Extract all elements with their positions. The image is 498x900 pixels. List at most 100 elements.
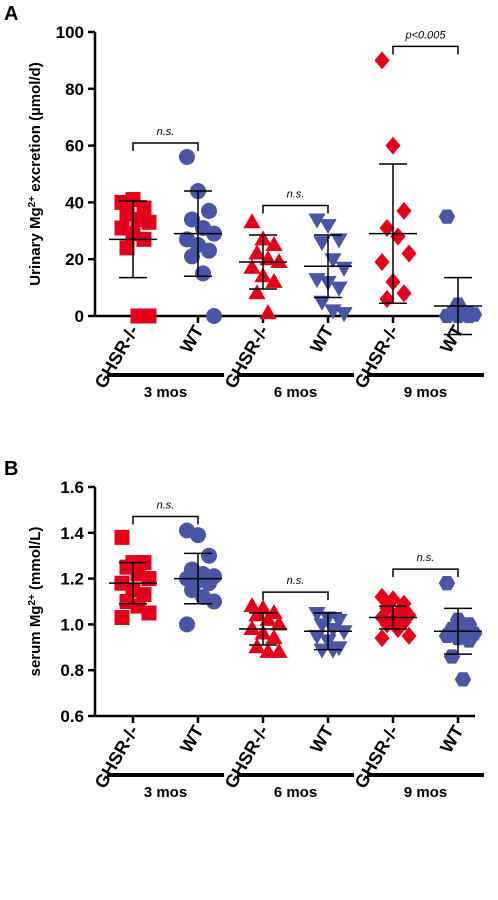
y-tick-label: 0.6 (60, 707, 84, 726)
y-tick-label: 40 (65, 193, 84, 212)
diamond-point (401, 626, 417, 645)
y-tick-label: 0.8 (60, 661, 84, 680)
circle-point (184, 248, 200, 265)
triangle-down-point (330, 233, 348, 249)
triangle-down-point (313, 618, 331, 634)
age-label: 6 mos (274, 784, 317, 801)
comparison-bracket (262, 204, 329, 214)
comparison-label: n.s. (417, 552, 435, 564)
square-point (136, 200, 152, 216)
circle-point (179, 148, 195, 165)
age-label: 6 mos (274, 384, 317, 401)
diamond-point (374, 253, 390, 272)
circle-point (206, 308, 222, 324)
circle-point (201, 242, 217, 259)
square-point (141, 308, 157, 324)
hexagon-point (438, 576, 456, 591)
triangle-point (265, 629, 283, 645)
comparison-label: p<0.005 (404, 29, 446, 41)
hexagon-point (460, 308, 478, 324)
triangle-down-point (313, 643, 331, 659)
comparison-label: n.s. (287, 188, 305, 200)
comparison-bracket (392, 568, 459, 578)
y-axis-label: serum Mg2+ (mmol/L) (27, 527, 45, 677)
x-tick-label: WT (176, 722, 207, 756)
circle-point (195, 265, 211, 282)
triangle-down-point (319, 219, 337, 235)
triangle-down-point (313, 236, 331, 252)
circle-point (190, 527, 206, 544)
triangle-point (243, 619, 261, 635)
x-tick-label: GHSR-/- (91, 722, 143, 792)
age-label: 9 mos (404, 784, 447, 801)
x-tick-label: WT (176, 322, 207, 356)
triangle-down-point (335, 261, 353, 277)
square-point (119, 240, 135, 256)
age-label: 9 mos (404, 384, 447, 401)
triangle-down-point (313, 295, 331, 311)
triangle-point (265, 272, 283, 288)
x-tick-label: GHSR-/- (91, 322, 143, 392)
triangle-down-point (308, 606, 326, 622)
triangle-point (243, 213, 261, 229)
circle-point (201, 547, 217, 564)
circle-point (184, 211, 200, 228)
comparison-bracket (132, 142, 199, 151)
age-label: 3 mos (144, 784, 187, 801)
y-tick-label: 60 (65, 137, 84, 156)
comparison-bracket (262, 591, 329, 601)
comparison-label: n.s. (287, 575, 305, 587)
square-point (136, 587, 152, 603)
y-tick-label: 100 (56, 23, 84, 42)
x-tick-label: WT (306, 322, 337, 356)
diamond-point (374, 51, 390, 70)
triangle-point (248, 284, 266, 300)
triangle-point (265, 236, 283, 251)
hexagon-point (454, 672, 472, 687)
y-tick-label: 0 (75, 307, 84, 326)
triangle-point (270, 253, 288, 269)
comparison-bracket (132, 515, 199, 525)
circle-point (201, 575, 217, 592)
y-axis-label-part: serum Mg (27, 606, 44, 677)
diamond-point (374, 629, 390, 648)
square-point (141, 214, 157, 230)
hexagon-point (438, 209, 456, 224)
diamond-point (401, 244, 417, 263)
diamond-point (385, 136, 401, 155)
x-tick-label: GHSR-/- (351, 722, 403, 792)
panel-label: A (4, 3, 18, 25)
diamond-point (396, 284, 412, 303)
y-axis-label-part: 2+ (27, 594, 38, 606)
y-axis-label-part: (mmol/L) (27, 527, 44, 595)
diamond-point (379, 218, 395, 237)
triangle-point (259, 304, 277, 320)
hexagon-point (443, 649, 461, 664)
y-tick-label: 1.6 (60, 478, 84, 497)
triangle-point (243, 258, 261, 274)
comparison-label: n.s. (157, 126, 175, 138)
y-tick-label: 1.2 (60, 570, 84, 589)
y-axis-label: Urinary Mg2+ excretion (µmol/d) (27, 62, 45, 285)
triangle-down-point (335, 307, 353, 323)
triangle-down-point (308, 213, 326, 229)
circle-point (206, 593, 222, 610)
x-tick-label: WT (306, 722, 337, 756)
triangle-point (248, 244, 266, 260)
triangle-down-point (335, 625, 353, 641)
square-point (114, 610, 130, 626)
circle-point (201, 202, 217, 219)
y-axis-label-part: 2+ (27, 196, 38, 208)
x-tick-label: GHSR-/- (221, 722, 273, 792)
comparison-bracket (392, 45, 459, 55)
triangle-down-point (308, 629, 326, 645)
y-axis-label-part: excretion (µmol/d) (27, 62, 44, 196)
x-tick-label: GHSR-/- (221, 322, 273, 392)
hexagon-point (460, 633, 478, 648)
y-tick-label: 80 (65, 80, 84, 99)
diamond-point (390, 227, 406, 246)
comparison-label: n.s. (157, 500, 175, 512)
x-tick-label: GHSR-/- (351, 322, 403, 392)
y-tick-label: 1.0 (60, 615, 84, 634)
